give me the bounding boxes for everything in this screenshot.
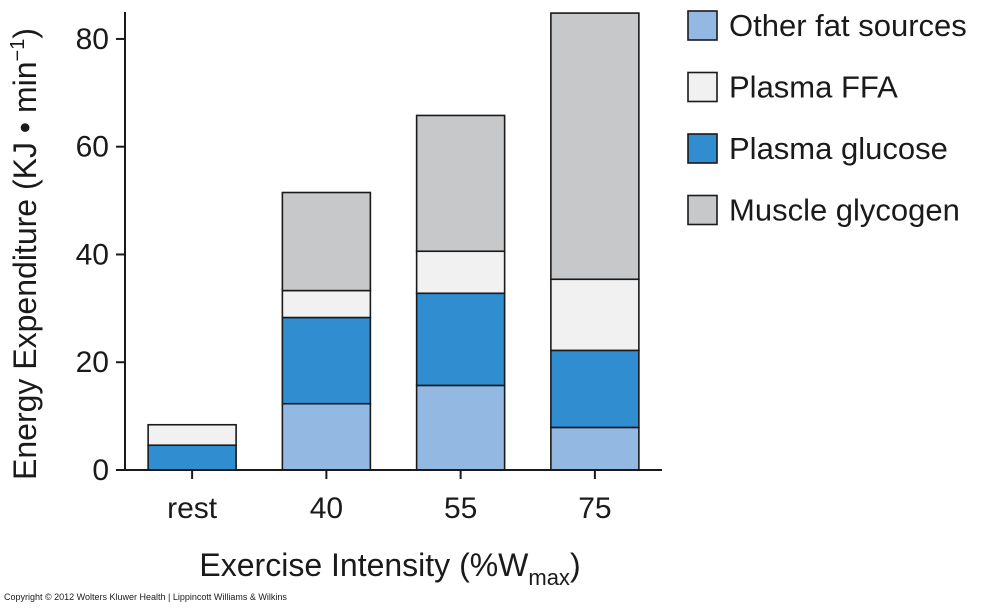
bar-segment-other-fat-sources-40 bbox=[281, 402, 372, 471]
bar-segment-plasma-glucose-55 bbox=[415, 292, 506, 387]
bar-segment-plasma-ffa-55 bbox=[415, 250, 506, 295]
bar-segment-other-fat-sources-75 bbox=[550, 426, 640, 471]
x-tick-label: 75 bbox=[578, 492, 611, 525]
legend: Other fat sources Plasma FFA Plasma glucos… bbox=[687, 8, 967, 228]
legend-swatch-muscle-glycogen bbox=[687, 194, 718, 226]
copyright-notice: Copyright © 2012 Wolters Kluwer Health |… bbox=[4, 592, 287, 602]
bar-segment-muscle-glycogen-75 bbox=[550, 12, 640, 281]
bar-segment-plasma-glucose-rest bbox=[147, 444, 237, 471]
y-tick-label: 40 bbox=[76, 238, 109, 271]
legend-label-plasma-ffa: Plasma FFA bbox=[729, 70, 898, 105]
bar-segment-plasma-ffa-rest bbox=[147, 423, 237, 447]
bar-segment-plasma-glucose-40 bbox=[281, 316, 372, 405]
legend-swatch-other-fat-sources bbox=[687, 10, 718, 41]
y-ticks: 0 20 40 60 80 bbox=[76, 23, 125, 487]
x-tick-label: rest bbox=[167, 492, 218, 525]
bar-segment-muscle-glycogen-55 bbox=[415, 114, 506, 253]
y-tick-label: 20 bbox=[76, 346, 109, 379]
y-tick-label: 60 bbox=[76, 131, 109, 164]
bar-segment-muscle-glycogen-40 bbox=[281, 191, 372, 292]
x-ticks: rest 40 55 75 bbox=[167, 470, 612, 525]
legend-swatch-plasma-glucose bbox=[687, 133, 718, 164]
bars bbox=[147, 12, 640, 471]
axes bbox=[124, 12, 662, 471]
y-axis-title: Energy Expenditure (KJ • min−1) bbox=[7, 28, 43, 480]
x-tick-label: 55 bbox=[444, 492, 477, 525]
x-tick-label: 40 bbox=[310, 492, 343, 525]
legend-label-other-fat-sources: Other fat sources bbox=[729, 8, 967, 43]
legend-swatch-plasma-ffa bbox=[687, 71, 718, 103]
x-axis-title: Exercise Intensity (%Wmax) bbox=[199, 547, 580, 590]
y-tick-label: 80 bbox=[76, 23, 109, 56]
legend-label-plasma-glucose: Plasma glucose bbox=[729, 131, 948, 166]
bar-segment-plasma-glucose-75 bbox=[550, 349, 640, 429]
bar-segment-plasma-ffa-75 bbox=[550, 278, 640, 352]
bar-segment-plasma-ffa-40 bbox=[281, 289, 372, 319]
legend-label-muscle-glycogen: Muscle glycogen bbox=[729, 193, 960, 228]
y-tick-label: 0 bbox=[92, 454, 109, 487]
bar-segment-other-fat-sources-55 bbox=[415, 384, 506, 471]
